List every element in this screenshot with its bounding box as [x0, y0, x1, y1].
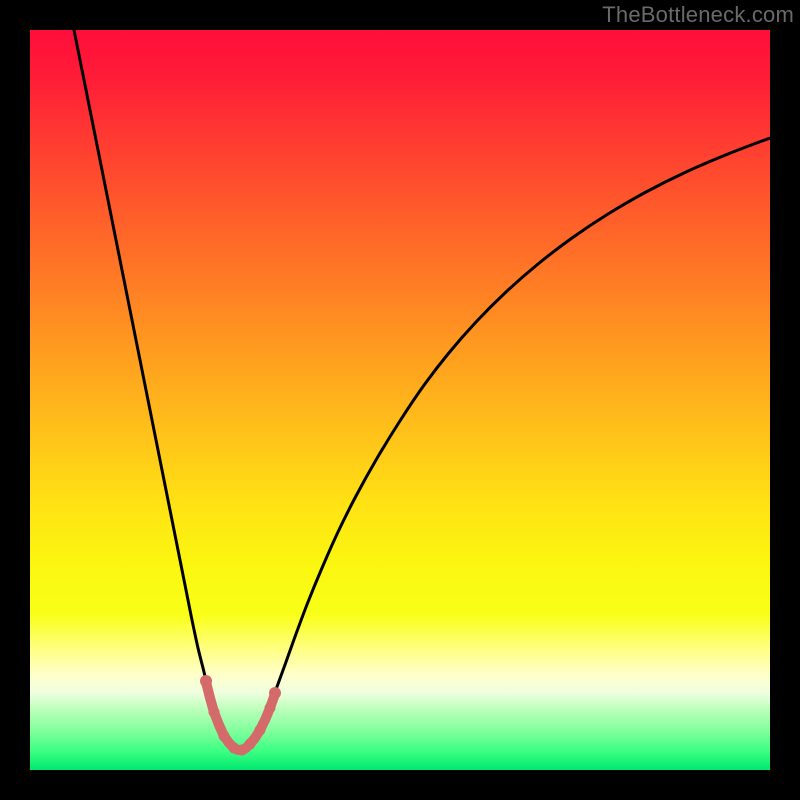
valley-marker-bead [245, 739, 256, 750]
plot-area [30, 30, 770, 770]
curve-left [74, 30, 238, 750]
valley-marker-bead [209, 707, 220, 718]
canvas: TheBottleneck.com [0, 0, 800, 800]
watermark: TheBottleneck.com [602, 2, 794, 28]
valley-marker-dot [269, 687, 281, 699]
valley-marker-bead [201, 677, 212, 688]
valley-marker-group [200, 675, 281, 756]
curve-right [238, 138, 770, 750]
valley-marker-bead [265, 703, 276, 714]
valley-marker-bead [219, 731, 230, 742]
valley-marker-bead [255, 725, 266, 736]
chart-svg [30, 30, 770, 770]
